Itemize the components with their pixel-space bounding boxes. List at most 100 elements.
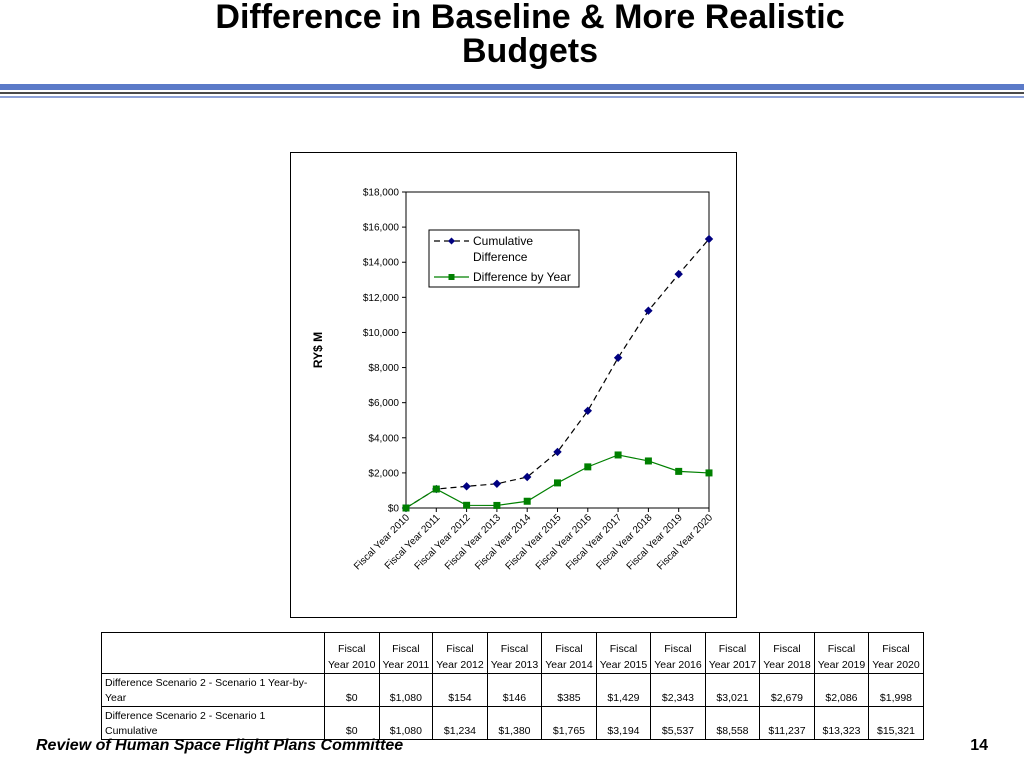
y-tick-label: $0 — [388, 504, 400, 515]
data-point — [463, 501, 471, 509]
table-cell: $3,194 — [595, 706, 652, 740]
table-cell: $0 — [324, 673, 380, 707]
data-point — [644, 457, 652, 465]
table-cell: $1,765 — [541, 706, 597, 740]
data-table: Fiscal Year 2010 Fiscal Year 2011 Fiscal Year… — [101, 632, 924, 740]
title-rule-thin-1 — [0, 92, 1024, 94]
table-header-row: Fiscal Year 2010 Fiscal Year 2011 Fiscal Year… — [101, 632, 924, 674]
chart-legend: Cumulative Difference Difference by Year — [428, 229, 580, 288]
table-cell: $1,429 — [595, 673, 652, 707]
y-tick-label: $4,000 — [368, 433, 399, 444]
table-column-header: Fiscal Year 2018 — [759, 632, 815, 674]
data-point — [523, 497, 531, 505]
slide-title-line-2: Budgets — [462, 32, 598, 70]
column-header-line-2: Year 2015 — [599, 659, 648, 671]
table-row: Difference Scenario 2 - Scenario 1 Cumula… — [101, 706, 924, 740]
column-header-line-1: Fiscal — [338, 643, 366, 655]
column-header-line-2: Year 2020 — [872, 659, 920, 671]
table-cell: $0 — [324, 706, 380, 740]
column-header-line-2: Year 2017 — [708, 659, 757, 671]
table-cell: $13,323 — [813, 706, 870, 740]
row-header-line-2: Cumulative — [105, 725, 158, 737]
column-header-line-1: Fiscal — [664, 643, 692, 655]
table-cell: $1,080 — [378, 706, 434, 740]
table-cell: $5,537 — [650, 706, 706, 740]
data-point — [614, 451, 622, 459]
data-point — [462, 482, 471, 491]
data-point — [492, 479, 502, 488]
y-axis-label: RY$ M — [311, 332, 325, 368]
table-cell: $2,343 — [650, 673, 706, 707]
data-point — [553, 447, 562, 457]
data-point — [704, 234, 714, 244]
y-tick-label: $16,000 — [363, 223, 400, 234]
table-column-header: Fiscal Year 2020 — [868, 632, 924, 674]
series-line — [405, 238, 710, 509]
column-header-line-1: Fiscal — [555, 643, 583, 655]
data-point — [493, 501, 501, 509]
column-header-line-2: Year 2010 — [328, 659, 376, 671]
y-tick-label: $14,000 — [363, 258, 400, 269]
data-point — [522, 472, 532, 482]
column-header-line-1: Fiscal — [392, 643, 420, 655]
column-header-line-1: Fiscal — [446, 643, 474, 655]
table-column-header: Fiscal Year 2013 — [486, 632, 543, 674]
row-header-line-2: Year — [105, 692, 127, 704]
data-point — [432, 485, 440, 493]
data-point — [705, 469, 713, 477]
y-tick-label: $2,000 — [368, 468, 399, 479]
table-corner-cell — [101, 632, 325, 674]
y-tick-label: $18,000 — [363, 188, 400, 199]
x-tick-label: Fiscal Year 2020 — [655, 512, 715, 572]
data-point — [613, 353, 623, 362]
slide-title-line-1: Difference in Baseline & More Realistic — [215, 0, 845, 36]
column-header-line-1: Fiscal — [773, 643, 801, 655]
table-column-header: Fiscal Year 2014 — [541, 632, 597, 674]
table-cell: $1,080 — [378, 673, 434, 707]
y-tick-label: $10,000 — [363, 328, 400, 339]
column-header-line-2: Year 2013 — [490, 659, 539, 671]
table-column-header: Fiscal Year 2015 — [595, 632, 652, 674]
legend-marker-by-year — [448, 274, 455, 280]
data-point — [675, 467, 683, 475]
row-header-line-1: Difference Scenario 2 - Scenario 1 Year-… — [105, 677, 308, 689]
table-cell: $154 — [432, 673, 488, 707]
column-header-line-2: Year 2014 — [545, 659, 593, 671]
slide-title: Difference in Baseline & More Realistic … — [0, 0, 1024, 68]
data-point — [583, 406, 593, 416]
row-header-line-1: Difference Scenario 2 - Scenario 1 — [105, 710, 266, 722]
table-column-header: Fiscal Year 2010 — [324, 632, 380, 674]
page-number: 14 — [970, 737, 988, 754]
legend-marker-cumulative — [448, 237, 455, 245]
table-row: Difference Scenario 2 - Scenario 1 Year-… — [101, 673, 924, 707]
y-tick-label: $12,000 — [363, 293, 400, 304]
title-rule-thick — [0, 84, 1024, 90]
column-header-line-1: Fiscal — [609, 643, 638, 655]
data-point — [402, 504, 410, 512]
table-row-header: Difference Scenario 2 - Scenario 1 Cumula… — [101, 706, 325, 740]
table-column-header: Fiscal Year 2016 — [650, 632, 706, 674]
chart-frame: $0 $2,000 $4,000 $6,000 $8,000 $10,000 $12,000… — [290, 152, 737, 618]
table-cell: $15,321 — [868, 706, 924, 740]
column-header-line-1: Fiscal — [718, 643, 747, 655]
title-rule-thin-2 — [0, 96, 1024, 98]
table-cell: $8,558 — [704, 706, 761, 740]
line-chart: $0 $2,000 $4,000 $6,000 $8,000 $10,000 $12,000… — [311, 188, 715, 573]
table-cell: $2,679 — [759, 673, 815, 707]
table-cell: $1,998 — [868, 673, 924, 707]
data-point — [554, 479, 561, 487]
table-column-header: Fiscal Year 2012 — [432, 632, 488, 674]
table-cell: $11,237 — [759, 706, 815, 740]
column-header-line-1: Fiscal — [827, 643, 856, 655]
table-column-header: Fiscal Year 2011 — [378, 632, 434, 674]
data-point — [644, 306, 653, 315]
y-tick-label: $6,000 — [368, 398, 399, 409]
legend-label-cumulative-line-1: Cumulative — [473, 234, 533, 248]
table-cell: $1,380 — [486, 706, 543, 740]
column-header-line-2: Year 2011 — [382, 659, 430, 671]
series-difference-by-year — [402, 451, 713, 512]
column-header-line-2: Year 2019 — [817, 659, 866, 671]
column-header-line-2: Year 2016 — [654, 659, 702, 671]
table-row-header: Difference Scenario 2 - Scenario 1 Year-… — [101, 673, 325, 707]
column-header-line-2: Year 2012 — [436, 659, 484, 671]
